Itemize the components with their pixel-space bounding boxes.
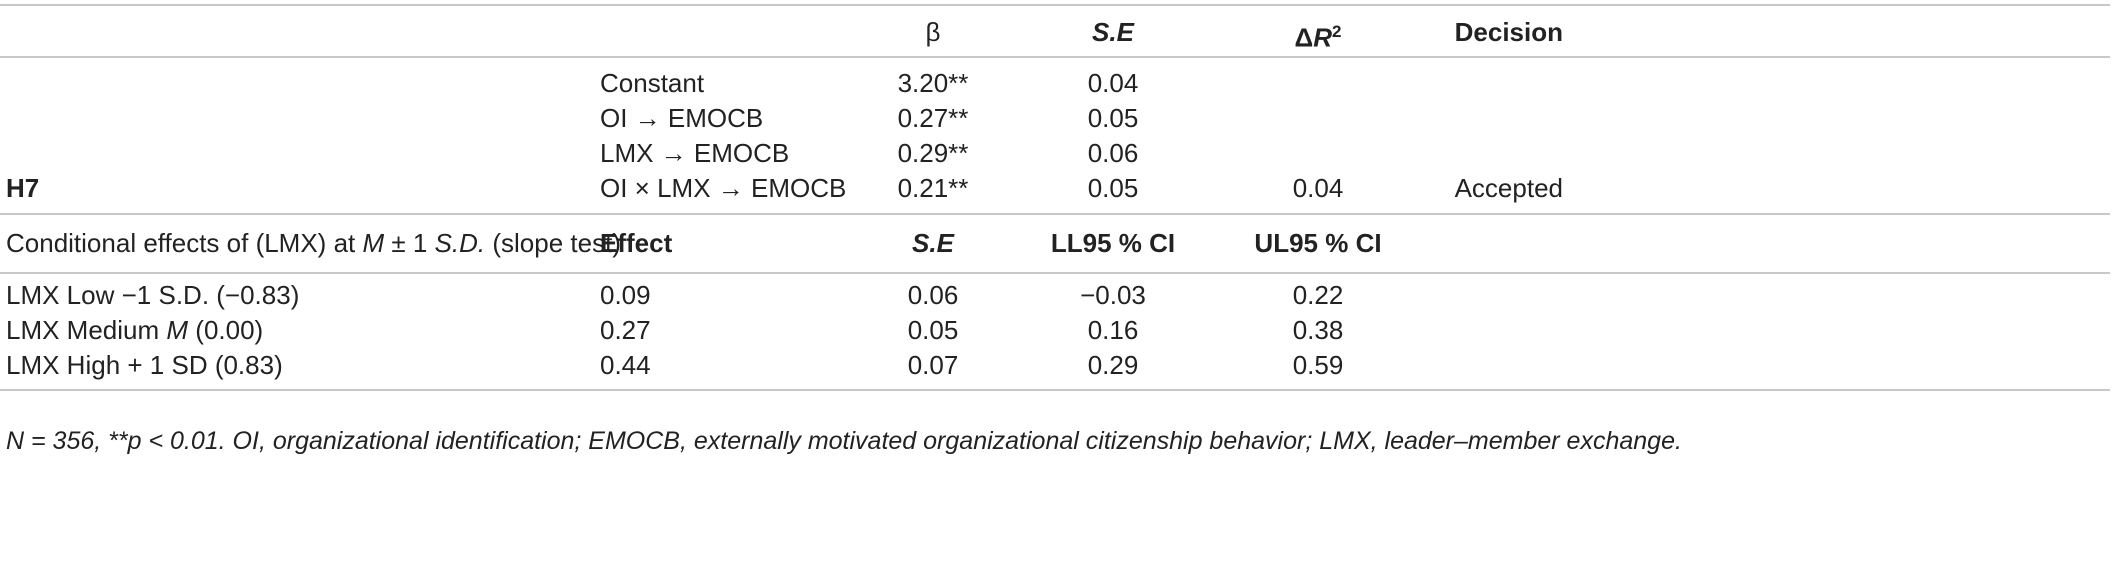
regression-beta: 0.29**: [897, 138, 969, 168]
regression-se: 0.05: [1087, 103, 1139, 133]
header-ul95: UL95 % CI: [1254, 228, 1382, 258]
conditional-ll: −0.03: [1080, 280, 1146, 310]
header-ll95: LL95 % CI: [1050, 228, 1176, 258]
header-effect: Effect: [600, 228, 673, 258]
subheader-rule: [0, 272, 2110, 274]
conditional-se: 0.05: [907, 315, 959, 345]
conditional-title-pm: ± 1: [384, 228, 435, 258]
regression-se: 0.06: [1087, 138, 1139, 168]
table-footnote: N = 356, **p < 0.01. OI, organizational …: [6, 427, 1682, 455]
conditional-title-tail: (slope test): [485, 228, 621, 258]
header-decision: Decision: [1454, 17, 1563, 47]
conditional-title: Conditional effects of (LMX) at M ± 1 S.…: [6, 226, 621, 260]
header-delta-r2: ΔR2: [1295, 15, 1342, 55]
header-se: S.E: [1092, 17, 1134, 47]
regression-beta: 3.20**: [897, 68, 969, 98]
conditional-effect: 0.27: [600, 315, 651, 345]
conditional-ul: 0.38: [1292, 315, 1344, 345]
header-effect-se: S.E: [912, 228, 954, 258]
regression-se: 0.05: [1087, 173, 1139, 203]
conditional-label: LMX Medium M (0.00): [6, 313, 263, 347]
conditional-label-text: LMX Medium: [6, 315, 167, 345]
conditional-label-tail: (0.00): [188, 315, 264, 345]
conditional-se: 0.07: [907, 350, 959, 380]
hypothesis-label: H7: [6, 173, 40, 203]
conditional-label: LMX Low −1 S.D. (−0.83): [6, 278, 299, 312]
header-r-superscript: 2: [1332, 22, 1342, 41]
regression-label: OI × LMX → EMOCB: [600, 173, 847, 203]
regression-beta: 0.21**: [897, 173, 969, 203]
regression-delta-r2: 0.04: [1292, 173, 1344, 203]
regression-beta: 0.27**: [897, 103, 969, 133]
header-rule: [0, 56, 2110, 58]
conditional-effect: 0.09: [600, 280, 651, 310]
conditional-label-text: LMX Low −1 S.D. (−0.83): [6, 280, 300, 310]
top-rule: [0, 4, 2110, 6]
conditional-effect: 0.44: [600, 350, 651, 380]
conditional-title-m: M: [362, 228, 385, 258]
conditional-title-sd: S.D.: [434, 228, 486, 258]
conditional-title-text: Conditional effects of (LMX) at: [6, 228, 363, 258]
conditional-label-text: LMX High + 1 SD (0.83): [6, 350, 283, 380]
header-beta: β: [925, 17, 941, 47]
section-rule: [0, 213, 2110, 215]
conditional-ll: 0.29: [1087, 350, 1139, 380]
regression-decision: Accepted: [1454, 173, 1563, 203]
conditional-label: LMX High + 1 SD (0.83): [6, 348, 283, 382]
header-delta-symbol: Δ: [1294, 22, 1314, 53]
regression-se: 0.04: [1087, 68, 1139, 98]
conditional-label-m: M: [166, 315, 189, 345]
regression-label: LMX → EMOCB: [600, 138, 790, 168]
bottom-rule: [0, 389, 2110, 391]
regression-label: OI → EMOCB: [600, 103, 764, 133]
header-r-symbol: R: [1313, 22, 1332, 53]
conditional-ll: 0.16: [1087, 315, 1139, 345]
conditional-ul: 0.22: [1292, 280, 1344, 310]
conditional-se: 0.06: [907, 280, 959, 310]
regression-label: Constant: [600, 68, 705, 98]
conditional-ul: 0.59: [1292, 350, 1344, 380]
